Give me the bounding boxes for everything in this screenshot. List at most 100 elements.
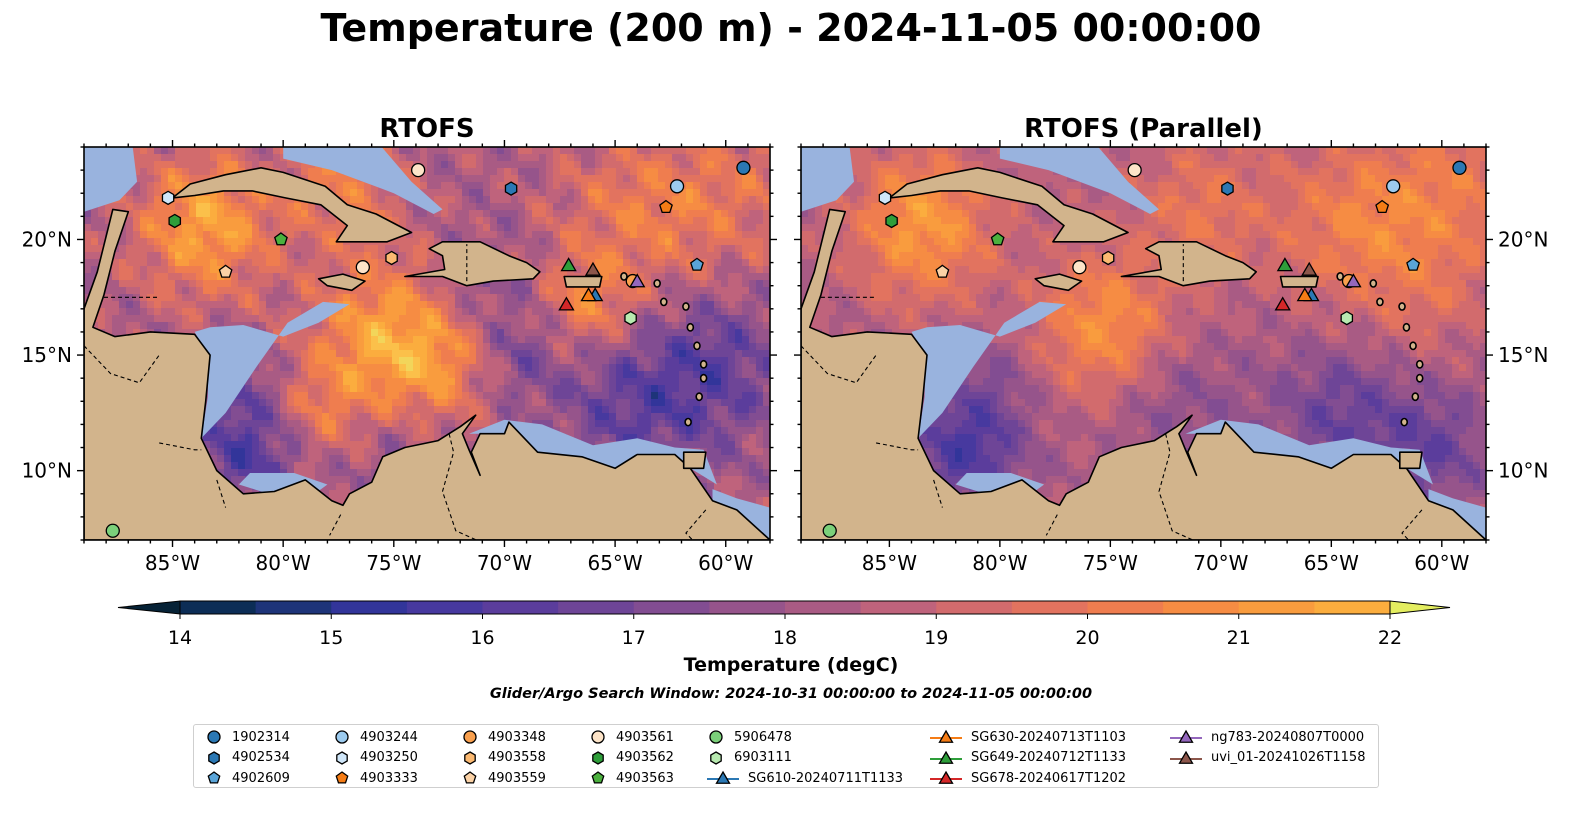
legend-label: 4903559: [488, 770, 546, 786]
observation-4903561: [355, 260, 370, 275]
legend-item-4903561: 4903561: [588, 728, 674, 746]
colorbar-segment: [936, 601, 1013, 614]
land-puertorico: [563, 275, 603, 288]
colorbar-tick-label: 18: [773, 627, 797, 649]
observation-4903559: [218, 264, 233, 278]
island: [1411, 392, 1420, 402]
shallow-water-yucatanshelf: [84, 147, 138, 212]
legend-label: uvi_01-20241026T1158: [1211, 750, 1366, 765]
legend-marker: [335, 771, 349, 784]
legend-marker: [591, 771, 605, 784]
legend-marker: [335, 730, 349, 744]
map-area: [84, 147, 770, 540]
lon-tick-label: 80°W: [972, 551, 1027, 575]
pentagon-marker-icon: [463, 771, 477, 784]
legend-label: 4902534: [232, 750, 290, 765]
border-line: [801, 345, 877, 384]
observation-4902534: [1221, 181, 1234, 196]
colorbar-segment: [709, 601, 786, 614]
island: [1336, 272, 1344, 281]
search-window-note: Glider/Argo Search Window: 2024-10-31 00…: [489, 686, 1093, 702]
legend-item-1902314: 1902314: [204, 728, 290, 746]
legend-label: 4903561: [616, 729, 674, 745]
observation-markers: [822, 160, 1467, 538]
legend-marker: [207, 730, 221, 744]
island: [1409, 341, 1417, 351]
map-panel-rtofs: RTOFS 85°W 80°W 75°W 70°W 65°W 60°W 10°N 15°N 20°…: [22, 114, 777, 575]
triangle-marker-icon: [1170, 729, 1202, 743]
legend-label: 4903563: [616, 770, 674, 786]
shallow-water-nicaraguarise: [911, 301, 1067, 439]
legend-item-4903558: 4903558: [460, 749, 546, 767]
shallow-water-yucatanshelf: [801, 147, 854, 212]
hexagon-marker-icon: [336, 750, 348, 765]
lon-tick-label: 65°W: [587, 551, 642, 575]
observation-4903561: [1072, 260, 1087, 275]
island: [699, 373, 708, 383]
island: [620, 272, 628, 281]
observation-ng783-20240807t0000: [1345, 273, 1362, 288]
colorbar-segment: [255, 601, 332, 614]
legend-label: 6903111: [734, 750, 792, 765]
observation-4903250: [878, 190, 892, 206]
observation-4903562: [885, 213, 898, 229]
colorbar-tick-label: 21: [1227, 627, 1251, 649]
pentagon-marker-icon: [207, 771, 221, 784]
land-jamaica: [317, 273, 366, 292]
circle-marker-icon: [463, 730, 477, 744]
legend-label: ng783-20240807T0000: [1211, 729, 1365, 745]
shallow-water-venezuelashelf: [1185, 419, 1433, 485]
colorbar-segment: [558, 601, 635, 614]
legend-marker: [464, 750, 476, 765]
country-borders: [801, 244, 1423, 540]
island: [693, 341, 701, 351]
colorbar-tick-label: 15: [319, 627, 343, 649]
lon-tick-label: 60°W: [1414, 551, 1469, 575]
lon-tick-label: 85°W: [862, 551, 917, 575]
circle-marker-icon: [335, 730, 349, 744]
observation-4903562: [168, 213, 182, 229]
legend-marker: [207, 771, 221, 784]
island: [1376, 297, 1384, 307]
land-hispaniola: [1120, 241, 1257, 287]
map-frame: [800, 146, 1487, 541]
triangle-marker-icon: [930, 770, 962, 784]
colorbar-segment: [1087, 601, 1164, 614]
panel-title: RTOFS (Parallel): [1024, 114, 1263, 144]
legend-label: SG610-20240711T1133: [748, 770, 904, 786]
border-line: [84, 345, 160, 384]
lon-tick-label: 70°W: [1193, 551, 1248, 575]
legend-item-4903559: 4903559: [460, 769, 546, 787]
pentagon-marker-icon: [335, 771, 349, 784]
colorbar-tick-label: 19: [924, 627, 948, 649]
border-line: [1401, 509, 1423, 540]
observation-4903561: [1127, 162, 1142, 178]
island: [699, 359, 708, 369]
island: [1415, 359, 1424, 369]
lesser-antilles: [620, 272, 708, 427]
map-panel-rtofs-parallel: RTOFS (Parallel) 85°W 80°W 75°W 70°W 65°W 60°W…: [794, 114, 1548, 575]
axis-ticks: [77, 140, 777, 547]
lat-tick-label: 15°N: [22, 343, 72, 367]
observation-4903250: [161, 190, 175, 206]
legend-item-ng783-20240807t0000: ng783-20240807T0000: [1169, 728, 1364, 746]
legend-marker: [592, 750, 604, 765]
island: [1415, 373, 1424, 383]
legend-label: 4903250: [360, 750, 418, 765]
border-line: [685, 509, 707, 540]
border-line: [1045, 514, 1058, 536]
legend-marker: [709, 730, 723, 744]
legend-label: SG630-20240713T1103: [971, 729, 1127, 745]
legend-item-6903111: 6903111: [706, 749, 792, 767]
shallow-water-venezuelashelf: [469, 419, 717, 485]
observation-1902314: [1452, 160, 1467, 175]
legend-marker: [463, 771, 477, 784]
lat-tick-label: 10°N: [1498, 459, 1548, 483]
island: [682, 302, 690, 311]
border-line: [875, 442, 919, 451]
border-line: [1158, 433, 1195, 540]
colorbar-segment: [180, 601, 257, 614]
land-centralamerica: [801, 208, 1486, 540]
triangle-marker-icon: [1170, 750, 1202, 764]
land-trinidad: [682, 451, 707, 470]
